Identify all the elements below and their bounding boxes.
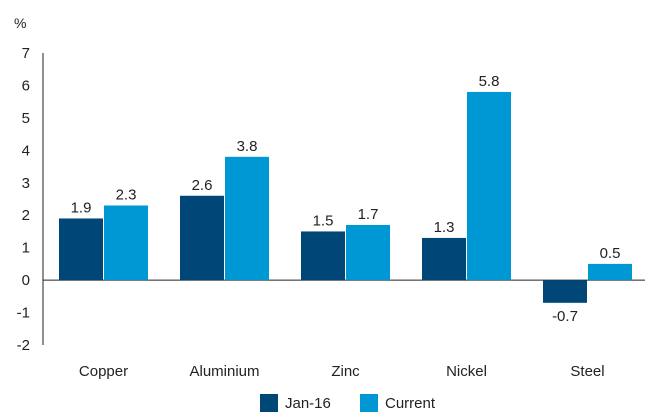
legend-label: Current xyxy=(385,395,436,412)
data-label: 1.7 xyxy=(358,206,379,223)
category-labels-group: Copper Aluminium Zinc Nickel Steel xyxy=(79,363,605,380)
bar-nickel-current xyxy=(467,91,511,281)
data-label: 1.3 xyxy=(434,219,455,236)
y-tick-label: 7 xyxy=(22,45,30,62)
data-label: 0.5 xyxy=(600,245,621,262)
y-tick-label: 1 xyxy=(22,240,30,257)
bar-zinc-jan-16 xyxy=(301,231,345,281)
y-tick-label: -2 xyxy=(17,337,30,354)
category-label: Aluminium xyxy=(189,363,259,380)
data-label: 2.3 xyxy=(116,186,137,203)
bar-zinc-current xyxy=(346,224,390,281)
y-axis: -2 -1 0 1 2 3 4 5 6 7 xyxy=(17,45,645,354)
bar-steel-current xyxy=(588,263,632,281)
bar-copper-jan-16 xyxy=(59,218,103,281)
legend-swatch-jan-16 xyxy=(260,394,278,412)
bar-steel-jan-16 xyxy=(543,280,587,303)
data-label: 5.8 xyxy=(479,73,500,90)
y-tick-label: 2 xyxy=(22,207,30,224)
bar-copper-current xyxy=(104,205,148,281)
y-tick-label: -1 xyxy=(17,305,30,322)
bar-aluminium-current xyxy=(225,156,269,281)
category-label: Copper xyxy=(79,363,128,380)
category-label: Steel xyxy=(570,363,604,380)
y-tick-label: 3 xyxy=(22,175,30,192)
data-label: 3.8 xyxy=(237,138,258,155)
data-label: 1.9 xyxy=(71,199,92,216)
legend-label: Jan-16 xyxy=(285,395,331,412)
bars-group xyxy=(59,91,632,303)
data-label: 1.5 xyxy=(313,212,334,229)
data-labels-group: 1.9 2.3 2.6 3.8 1.5 1.7 1.3 5.8 -0.7 0.5 xyxy=(71,73,621,325)
legend: Jan-16 Current xyxy=(260,394,436,412)
legend-swatch-current xyxy=(360,394,378,412)
data-label: 2.6 xyxy=(192,177,213,194)
y-axis-unit-label: % xyxy=(14,15,26,31)
category-label: Zinc xyxy=(331,363,360,380)
y-tick-label: 4 xyxy=(22,142,30,159)
y-tick-label: 6 xyxy=(22,77,30,94)
bar-aluminium-jan-16 xyxy=(180,195,224,281)
category-label: Nickel xyxy=(446,363,487,380)
y-tick-label: 5 xyxy=(22,110,30,127)
bar-nickel-jan-16 xyxy=(422,237,466,281)
y-tick-label: 0 xyxy=(22,272,30,289)
data-label: -0.7 xyxy=(552,308,578,325)
